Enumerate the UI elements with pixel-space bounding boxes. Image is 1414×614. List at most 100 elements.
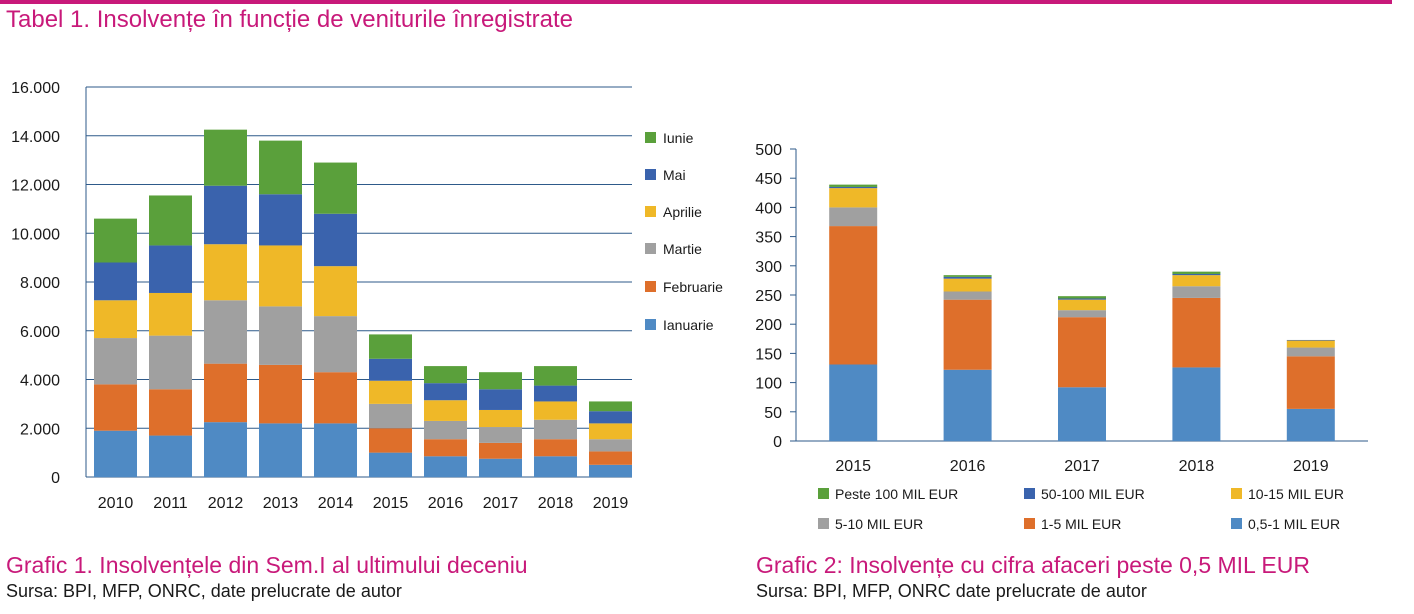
chart-insolvente-cifra-afaceri: 0 50 100 150 200 250 300 350 400 450 500 2015 2016 20…	[755, 142, 1368, 532]
chart1-bar-ianuarie-2015	[369, 452, 412, 477]
chart1-legend-label-iunie: Iunie	[663, 130, 694, 146]
chart1-bar-aprilie-2018	[534, 401, 577, 420]
chart1-bar-iunie-2013	[259, 140, 302, 195]
chart2-bar-10-15-mil-eur-2018	[1172, 275, 1221, 287]
chart2-legend-label-10-15-mil-eur: 10-15 MIL EUR	[1248, 486, 1344, 502]
chart1-bar-mai-2015	[369, 358, 412, 381]
chart2-bar-peste-100-mil-eur-2015	[829, 184, 878, 187]
chart2-ytick-label: 0	[773, 434, 782, 451]
chart2-bar-50-100-mil-eur-2016	[943, 276, 992, 279]
chart1-bar-iunie-2015	[369, 334, 412, 359]
chart2-bar-1-5-mil-eur-2017	[1058, 317, 1106, 388]
chart2-bar-0-5-1-mil-eur-2015	[829, 364, 878, 441]
chart1-bar-februarie-2018	[534, 439, 577, 457]
chart2-ytick-label: 450	[755, 171, 782, 188]
chart1-bar-februarie-2011	[149, 389, 192, 436]
chart1-bar-iunie-2014	[314, 162, 357, 214]
chart1-bar-martie-2016	[424, 420, 467, 440]
chart2-bar-peste-100-mil-eur-2017	[1058, 296, 1106, 299]
chart2-ytick-label: 200	[755, 317, 782, 334]
chart1-bar-iunie-2012	[204, 129, 247, 186]
chart1-bar-martie-2010	[94, 338, 137, 385]
chart1-legend-swatch-ianuarie	[645, 319, 656, 330]
chart2-bar-1-5-mil-eur-2019	[1286, 356, 1335, 409]
chart2-legend-swatch-10-15-mil-eur	[1231, 488, 1242, 499]
chart1-ytick-label: 0	[51, 470, 60, 487]
chart1-bar-mai-2012	[204, 185, 247, 245]
chart2-xtick-label: 2019	[1293, 458, 1329, 475]
chart1-legend-swatch-iunie	[645, 132, 656, 143]
chart1-legend-swatch-martie	[645, 243, 656, 254]
chart1-bar-iunie-2016	[424, 366, 467, 384]
chart1-bar-ianuarie-2019	[589, 464, 632, 477]
chart1-bar-iunie-2011	[149, 195, 192, 246]
chart2-ytick-label: 500	[755, 142, 782, 159]
chart1-bar-iunie-2017	[479, 372, 522, 390]
chart2-xtick-label: 2015	[835, 458, 871, 475]
chart2-bar-10-15-mil-eur-2017	[1058, 299, 1106, 311]
chart2-legend-label-5-10-mil-eur: 5-10 MIL EUR	[835, 516, 923, 532]
chart2-bar-50-100-mil-eur-2015	[829, 186, 878, 189]
chart1-bar-iunie-2018	[534, 366, 577, 386]
chart1-bar-mai-2011	[149, 245, 192, 293]
chart2-bar-1-5-mil-eur-2016	[943, 299, 992, 370]
chart1-xtick-label: 2016	[428, 495, 464, 512]
chart1-bar-februarie-2014	[314, 372, 357, 424]
chart1-bar-ianuarie-2013	[259, 423, 302, 477]
chart1-legend-label-mai: Mai	[663, 167, 686, 183]
chart1-legend-label-martie: Martie	[663, 241, 702, 257]
chart2-bar-50-100-mil-eur-2018	[1172, 273, 1221, 276]
chart2-legend-label-0-5-1-mil-eur: 0,5-1 MIL EUR	[1248, 516, 1340, 532]
chart1-legend-label-februarie: Februarie	[663, 279, 723, 295]
chart1-bar-aprilie-2019	[589, 423, 632, 440]
chart1-ytick-label: 2.000	[20, 421, 60, 438]
chart1-bar-ianuarie-2011	[149, 435, 192, 477]
chart1-bar-mai-2013	[259, 194, 302, 246]
chart1-xtick-label: 2018	[538, 495, 574, 512]
chart1-xtick-label: 2019	[593, 495, 629, 512]
chart1-bar-ianuarie-2014	[314, 423, 357, 477]
chart1-bar-februarie-2017	[479, 442, 522, 459]
chart1-bar-martie-2015	[369, 403, 412, 429]
chart1-source: Sursa: BPI, MFP, ONRC, date prelucrate d…	[6, 581, 402, 601]
chart2-legend-swatch-50-100-mil-eur	[1024, 488, 1035, 499]
chart2-legend-label-50-100-mil-eur: 50-100 MIL EUR	[1041, 486, 1145, 502]
chart1-bar-februarie-2016	[424, 439, 467, 457]
chart2-bar-10-15-mil-eur-2016	[943, 278, 992, 292]
chart1-ytick-label: 4.000	[20, 373, 60, 390]
chart2-ytick-label: 50	[764, 405, 782, 422]
chart1-bar-februarie-2010	[94, 384, 137, 431]
chart1-legend-swatch-mai	[645, 169, 656, 180]
chart1-bar-martie-2019	[589, 439, 632, 452]
chart1-bar-ianuarie-2017	[479, 458, 522, 477]
chart2-ytick-label: 300	[755, 259, 782, 276]
chart2-bar-1-5-mil-eur-2018	[1172, 297, 1221, 368]
chart1-bar-februarie-2012	[204, 363, 247, 423]
chart2-source: Sursa: BPI, MFP, ONRC date prelucrate de…	[756, 581, 1147, 601]
chart1-bar-ianuarie-2012	[204, 422, 247, 477]
chart1-bar-aprilie-2017	[479, 409, 522, 428]
chart1-xtick-label: 2015	[373, 495, 409, 512]
chart2-xtick-label: 2017	[1064, 458, 1100, 475]
chart1-bar-martie-2011	[149, 335, 192, 390]
chart1-xtick-label: 2014	[318, 495, 354, 512]
chart2-bar-1-5-mil-eur-2015	[829, 226, 878, 365]
chart1-ytick-label: 8.000	[20, 275, 60, 292]
chart2-bar-5-10-mil-eur-2017	[1058, 310, 1106, 318]
chart2-bar-10-15-mil-eur-2015	[829, 188, 878, 208]
chart2-bar-0-5-1-mil-eur-2017	[1058, 387, 1106, 441]
chart2-bar-5-10-mil-eur-2016	[943, 291, 992, 300]
chart1-bar-martie-2012	[204, 300, 247, 364]
chart1-bar-aprilie-2016	[424, 400, 467, 421]
chart1-bar-aprilie-2013	[259, 245, 302, 307]
chart1-bar-mai-2017	[479, 389, 522, 410]
chart1-bar-aprilie-2012	[204, 244, 247, 301]
chart2-bar-5-10-mil-eur-2015	[829, 207, 878, 227]
chart2-ytick-label: 100	[755, 376, 782, 393]
chart1-bar-ianuarie-2016	[424, 456, 467, 477]
chart2-bar-5-10-mil-eur-2018	[1172, 286, 1221, 298]
chart2-bar-peste-100-mil-eur-2018	[1172, 271, 1221, 274]
chart1-bar-aprilie-2015	[369, 380, 412, 404]
chart2-xtick-label: 2018	[1179, 458, 1215, 475]
chart1-legend-label-aprilie: Aprilie	[663, 204, 702, 220]
